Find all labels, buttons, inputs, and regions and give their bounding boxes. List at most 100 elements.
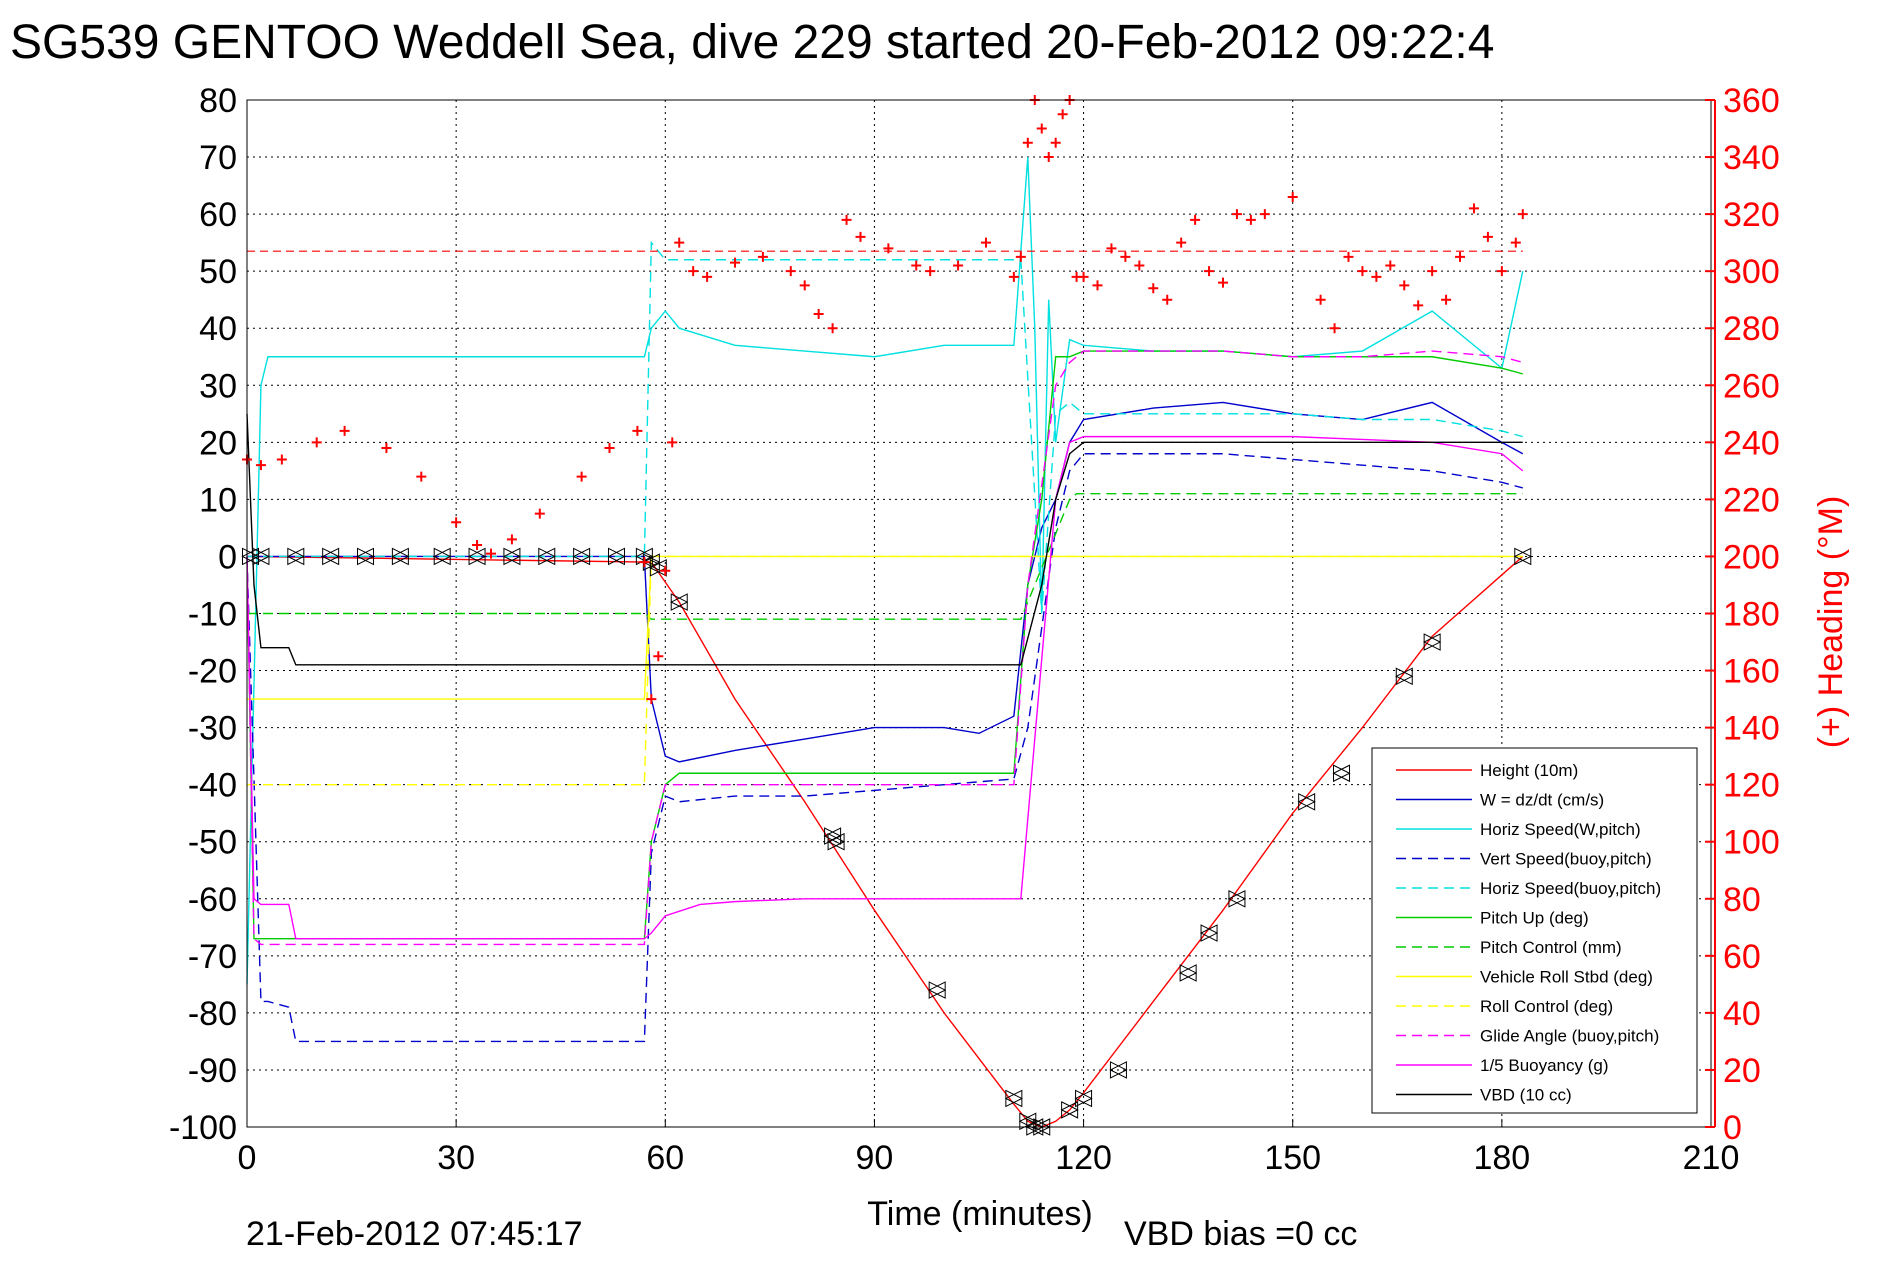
- triangle-marker: [1004, 1089, 1023, 1108]
- y2-tick-label: 20: [1723, 1052, 1761, 1090]
- triangle-marker: [1179, 964, 1198, 982]
- legend-label: Horiz Speed(buoy,pitch): [1480, 879, 1661, 898]
- y-tick-label: 10: [199, 481, 237, 519]
- series-line-7: [247, 555, 1523, 700]
- heading-point: [688, 266, 699, 277]
- x-tick-label: 150: [1264, 1139, 1321, 1177]
- y2-tick-label: 40: [1723, 995, 1761, 1033]
- series-line-10: [246, 435, 1524, 940]
- triangle-marker: [649, 559, 668, 577]
- heading-point: [1218, 277, 1228, 288]
- heading-point: [639, 557, 650, 568]
- heading-point: [1510, 237, 1521, 248]
- heading-point: [1036, 123, 1047, 134]
- y-tick-label: -90: [188, 1052, 237, 1090]
- y2-tick-label: 240: [1723, 424, 1780, 462]
- y-tick-labels: 80 70 60 50 40 30 20 10 0 -10 -20 -30 -40 -50 -60 -70 -8…: [169, 82, 237, 1147]
- triangle-marker: [1297, 792, 1316, 811]
- y2-tick-label: 180: [1723, 596, 1780, 634]
- heading-point: [339, 425, 350, 436]
- heading-point: [1106, 243, 1117, 254]
- y-tick-label: -40: [188, 767, 237, 805]
- legend-label: Vehicle Roll Stbd (deg): [1480, 968, 1653, 987]
- heading-point: [1162, 294, 1173, 305]
- heading-point: [1120, 251, 1131, 262]
- heading-point: [730, 257, 740, 268]
- heading-series: [242, 95, 1528, 705]
- y-tick-label: -80: [188, 995, 237, 1033]
- heading-point: [841, 214, 852, 225]
- series-line-11: [246, 413, 1523, 666]
- heading-point: [785, 266, 796, 277]
- x-tick-label: 210: [1683, 1139, 1740, 1177]
- triangle-marker: [1227, 889, 1247, 908]
- heading-point: [276, 454, 287, 465]
- series-line-4: [247, 240, 1523, 614]
- triangle-marker: [433, 547, 452, 566]
- y-tick-label: 30: [199, 367, 237, 405]
- y2-tick-label: 60: [1723, 938, 1761, 976]
- heading-point: [576, 471, 587, 482]
- heading-point: [311, 437, 322, 448]
- y2-tick-label: 320: [1723, 196, 1780, 234]
- heading-point: [1496, 266, 1507, 277]
- heading-point: [674, 237, 685, 248]
- heading-point: [381, 443, 392, 454]
- heading-point: [1050, 137, 1061, 148]
- triangle-marker: [1423, 633, 1442, 651]
- heading-point: [486, 548, 496, 559]
- heading-point: [813, 308, 824, 319]
- x-tick-label: 0: [238, 1139, 257, 1177]
- triangle-marker: [356, 547, 375, 566]
- heading-point: [1517, 209, 1528, 220]
- y2-axis-label: (+) Heading (°M): [1812, 496, 1850, 749]
- heading-point: [451, 517, 462, 528]
- triangle-marker: [1395, 667, 1414, 686]
- y2-tick-label: 280: [1723, 310, 1780, 348]
- series-line-1: [247, 401, 1524, 763]
- legend-label: Vert Speed(buoy,pitch): [1480, 850, 1652, 869]
- series-line-9: [246, 350, 1523, 946]
- y2-tick-label: 220: [1723, 481, 1780, 519]
- legend-label: Roll Control (deg): [1480, 997, 1613, 1016]
- x-tick-label: 30: [437, 1139, 475, 1177]
- series-line-3: [246, 453, 1523, 1043]
- heading-point: [1008, 271, 1019, 282]
- heading-point: [1371, 271, 1382, 282]
- y-tick-label: -20: [188, 653, 237, 691]
- triangle-marker: [1513, 547, 1532, 566]
- heading-point: [1385, 260, 1396, 271]
- triangle-marker: [241, 547, 260, 566]
- x-tick-label: 180: [1473, 1139, 1530, 1177]
- y2-tick-labels: 3603403203002802602402202001801601401201…: [1705, 82, 1780, 1147]
- triangle-marker: [1074, 1089, 1093, 1108]
- footer-date: 21-Feb-2012 07:45:17: [246, 1215, 582, 1253]
- heading-point: [799, 280, 810, 291]
- triangle-marker: [1060, 1101, 1079, 1119]
- heading-point: [660, 565, 671, 576]
- y2-tick-label: 100: [1723, 824, 1780, 862]
- triangle-marker: [572, 547, 591, 566]
- legend-label: Pitch Up (deg): [1480, 909, 1589, 928]
- triangle-marker: [1109, 1061, 1128, 1079]
- heading-point: [980, 237, 991, 248]
- heading-point: [1092, 280, 1103, 291]
- triangle-marker: [1332, 764, 1351, 783]
- heading-point: [1343, 251, 1354, 262]
- triangle-marker: [286, 547, 305, 566]
- heading-point: [1357, 266, 1368, 277]
- y2-tick-label: 200: [1723, 538, 1780, 576]
- heading-point: [632, 425, 643, 436]
- heading-point: [416, 471, 427, 482]
- heading-point: [472, 540, 483, 551]
- heading-point: [702, 271, 713, 282]
- legend-label: Horiz Speed(W,pitch): [1480, 820, 1641, 839]
- y2-tick-label: 340: [1723, 139, 1780, 177]
- heading-point: [1315, 294, 1326, 305]
- y-tick-label: 40: [199, 310, 237, 348]
- heading-point: [1455, 251, 1466, 262]
- series-line-2: [246, 157, 1524, 985]
- y-tick-label: -30: [188, 710, 237, 748]
- heading-point: [646, 694, 657, 705]
- heading-point: [827, 323, 838, 334]
